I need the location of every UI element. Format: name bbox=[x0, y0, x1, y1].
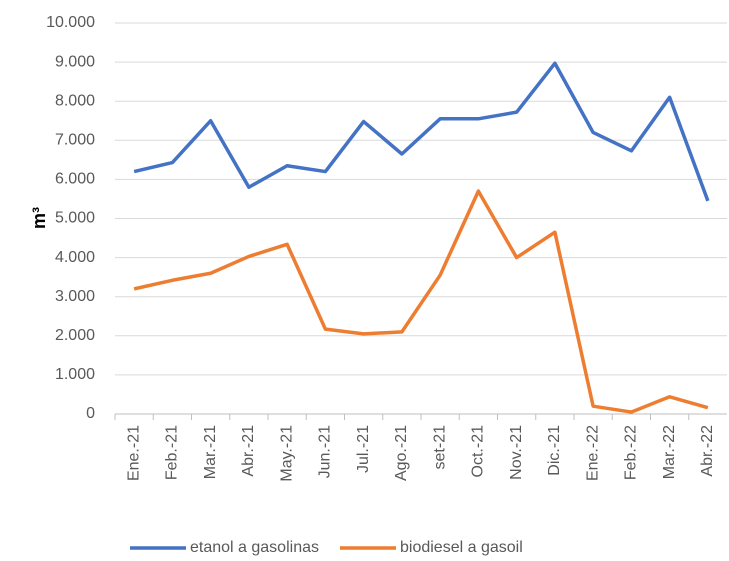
x-tick-label: Jun.-21 bbox=[317, 425, 334, 478]
x-tick-label: Ago.-21 bbox=[393, 425, 410, 481]
x-tick-label: Feb.-22 bbox=[623, 425, 640, 480]
y-tick-label: 3.000 bbox=[55, 288, 95, 305]
x-tick-label: Abr.-22 bbox=[699, 425, 716, 477]
y-tick-label: 5.000 bbox=[55, 210, 95, 227]
y-tick-label: 7.000 bbox=[55, 132, 95, 149]
y-tick-label: 6.000 bbox=[55, 171, 95, 188]
y-tick-label: 0 bbox=[86, 405, 95, 422]
y-tick-label: 4.000 bbox=[55, 249, 95, 266]
legend-label: biodiesel a gasoil bbox=[400, 539, 523, 556]
x-tick-label: Jul.-21 bbox=[355, 425, 372, 473]
x-tick-label: Mar.-22 bbox=[661, 425, 678, 479]
x-tick-label: Ene.-22 bbox=[584, 425, 601, 481]
x-tick-label: Ene.-21 bbox=[125, 425, 142, 481]
x-tick-label: Oct.-21 bbox=[470, 425, 487, 478]
x-tick-label: Dic.-21 bbox=[546, 425, 563, 476]
series-line bbox=[133, 61, 710, 202]
y-tick-label: 9.000 bbox=[55, 53, 95, 70]
legend-label: etanol a gasolinas bbox=[190, 539, 319, 556]
x-tick-label: May.-21 bbox=[278, 425, 295, 482]
y-axis-label: m³ bbox=[29, 207, 49, 229]
x-tick-label: Mar.-21 bbox=[202, 425, 219, 479]
x-tick-label: Feb.-21 bbox=[164, 425, 181, 480]
series-line bbox=[133, 189, 709, 414]
y-tick-label: 1.000 bbox=[55, 366, 95, 383]
x-tick-label: Abr.-21 bbox=[240, 425, 257, 477]
y-tick-label: 10.000 bbox=[46, 14, 95, 31]
y-tick-label: 2.000 bbox=[55, 327, 95, 344]
x-tick-label: Nov.-21 bbox=[508, 425, 525, 480]
y-tick-label: 8.000 bbox=[55, 92, 95, 109]
x-tick-label: set-21 bbox=[431, 425, 448, 470]
